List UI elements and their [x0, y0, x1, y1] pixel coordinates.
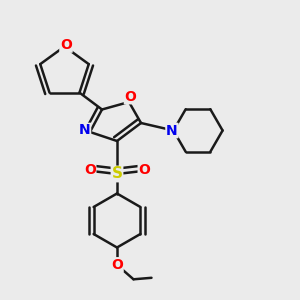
Text: O: O	[60, 38, 72, 52]
Text: N: N	[79, 124, 90, 137]
Text: O: O	[111, 258, 123, 272]
Text: S: S	[112, 167, 122, 182]
Text: N: N	[166, 124, 178, 137]
Text: O: O	[84, 164, 96, 177]
Text: O: O	[124, 90, 136, 104]
Text: O: O	[138, 164, 150, 177]
